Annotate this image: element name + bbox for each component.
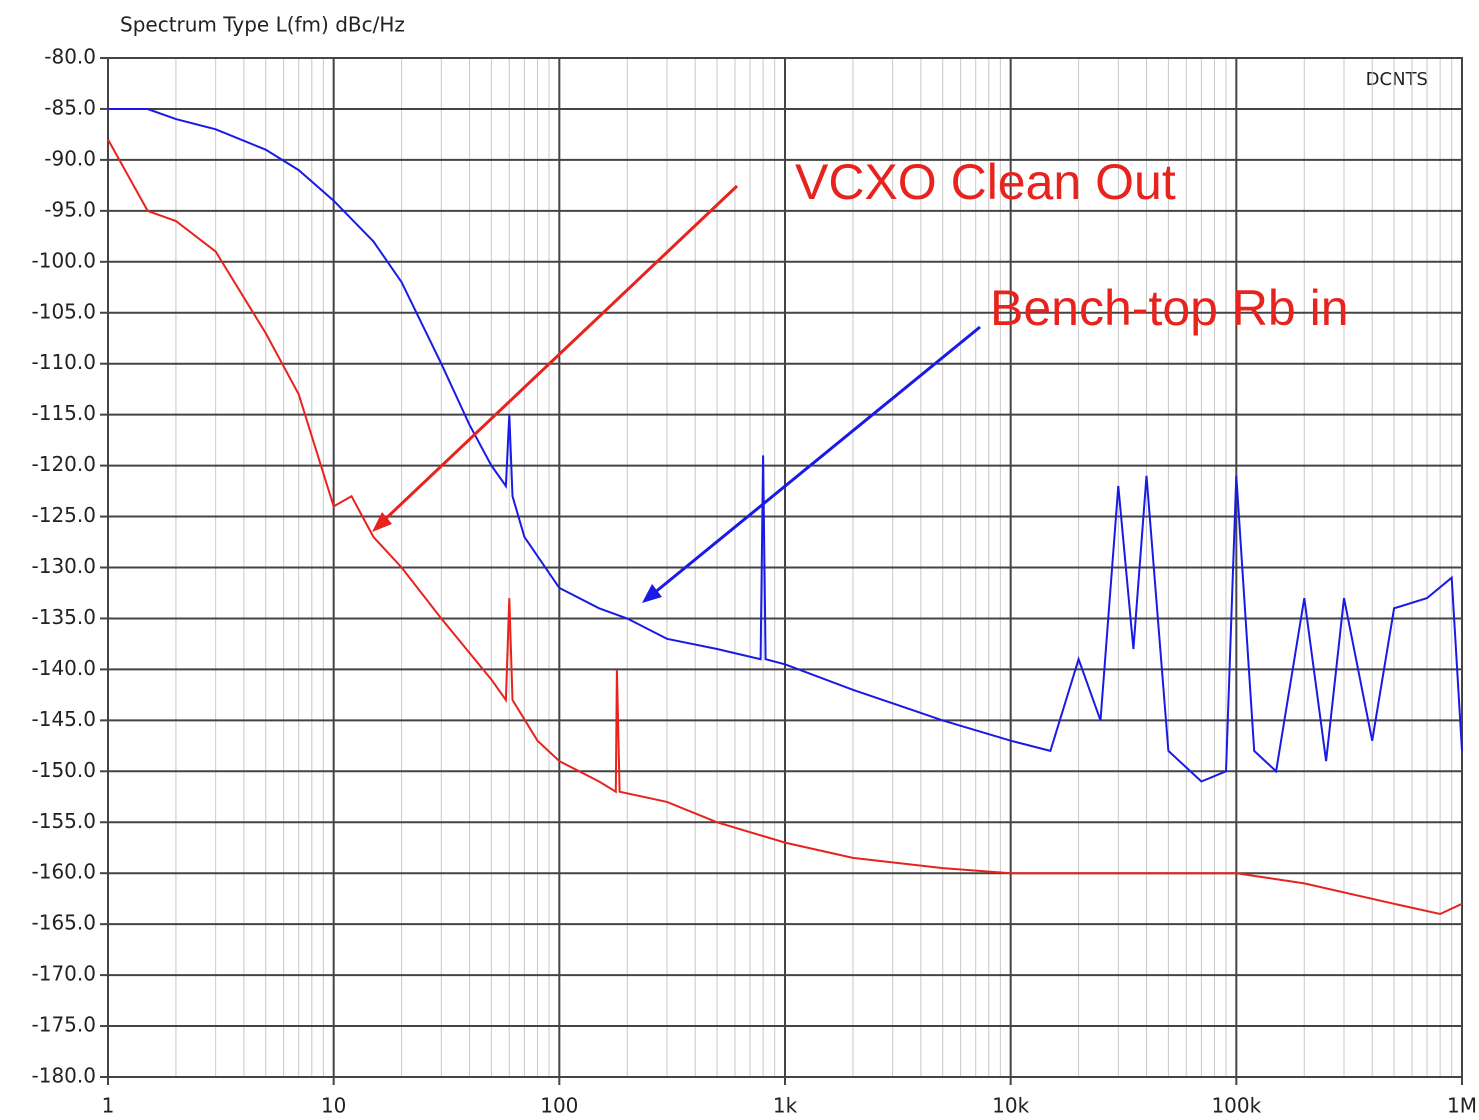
annotation: VCXO Clean Out: [795, 154, 1176, 210]
y-tick-label: -95.0: [44, 197, 96, 221]
series-line: [108, 108, 1463, 783]
y-tick-label: -165.0: [32, 911, 96, 935]
arrow-head: [372, 512, 392, 532]
annotation: Bench-top Rb in: [990, 280, 1349, 336]
plot-frame: [107, 57, 1463, 1078]
plot-area: -80.0 -85.0 -90.0 -95.0 -100.0 -105.0 -110.0 -1…: [32, 45, 1477, 1118]
chart-title: Spectrum Type L(fm) dBc/Hz: [120, 13, 405, 37]
y-tick-label: -80.0: [44, 45, 96, 69]
y-tick-label: -170.0: [32, 962, 96, 986]
arrow-head: [642, 584, 662, 603]
x-tick-label: 1: [102, 1094, 115, 1118]
y-tick-label: -90.0: [44, 146, 96, 170]
annotation-arrow: [376, 184, 739, 528]
y-tick-label: -180.0: [32, 1064, 96, 1088]
x-tick-label: 1k: [773, 1094, 798, 1118]
y-tick-label: -120.0: [32, 452, 96, 476]
x-tick-label: 1M: [1447, 1094, 1477, 1118]
x-tick-label: 10: [321, 1094, 346, 1118]
y-tick-label: -130.0: [32, 554, 96, 578]
series-line: [107, 139, 1463, 916]
y-tick-label: -155.0: [32, 809, 96, 833]
y-tick-label: -115.0: [32, 401, 96, 425]
y-tick-label: -145.0: [32, 707, 96, 731]
y-tick-label: -110.0: [32, 350, 96, 374]
y-tick-label: -100.0: [32, 248, 96, 272]
x-tick-label: 100k: [1211, 1094, 1261, 1118]
y-tick-label: -135.0: [32, 605, 96, 629]
x-tick-label: 10k: [992, 1094, 1029, 1118]
y-tick-label: -85.0: [44, 95, 96, 119]
y-tick-label: -150.0: [32, 758, 96, 782]
y-tick-label: -140.0: [32, 656, 96, 680]
y-tick-label: -175.0: [32, 1013, 96, 1037]
x-tick-label: 100: [540, 1094, 578, 1118]
y-tick-label: -105.0: [32, 299, 96, 323]
corner-label: DCNTS: [1366, 69, 1428, 90]
y-tick-label: -125.0: [32, 503, 96, 527]
annotation-arrow: [647, 325, 981, 600]
y-tick-label: -160.0: [32, 860, 96, 884]
